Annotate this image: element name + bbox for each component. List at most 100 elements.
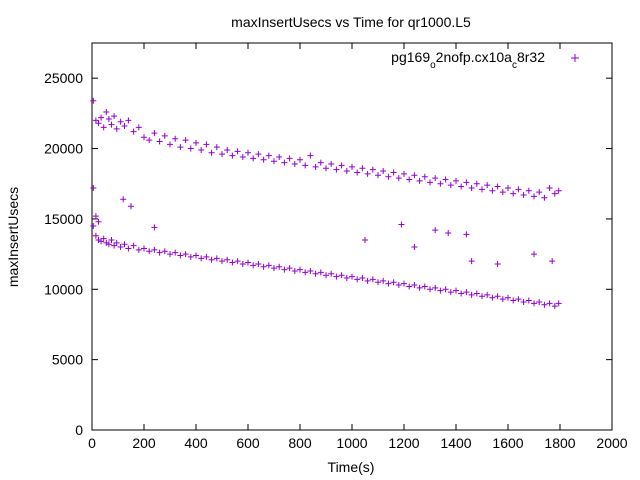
data-point [125, 117, 132, 124]
data-point [546, 300, 553, 307]
data-point [117, 244, 124, 251]
data-point [250, 262, 257, 269]
data-point [130, 128, 137, 135]
data-point [375, 279, 381, 286]
data-point [187, 253, 194, 260]
y-axis-label: maxInsertUsecs [5, 187, 21, 287]
data-point [100, 124, 107, 131]
data-point [167, 141, 173, 148]
data-point [442, 286, 449, 293]
data-point [473, 290, 480, 297]
data-point [193, 139, 199, 146]
data-point [291, 161, 298, 168]
data-point [208, 256, 215, 263]
data-point [359, 275, 366, 282]
data-point [515, 186, 522, 193]
data-point [369, 166, 376, 173]
data-point [416, 284, 423, 291]
data-point [255, 151, 262, 158]
data-point [198, 146, 205, 153]
data-point [113, 125, 120, 132]
data-point [359, 165, 366, 172]
data-point [113, 239, 120, 246]
data-point [103, 108, 110, 115]
data-point [271, 265, 277, 272]
data-point [117, 118, 124, 125]
data-point [411, 282, 418, 289]
data-point [551, 190, 558, 197]
data-point [90, 97, 97, 104]
data-point [401, 170, 407, 177]
data-point [328, 270, 335, 277]
data-point [468, 258, 475, 265]
plot-border [91, 42, 613, 431]
data-point [95, 237, 102, 244]
data-point [416, 177, 423, 184]
data-point [98, 238, 105, 245]
data-point [453, 287, 459, 294]
x-tick-label: 1200 [388, 435, 419, 451]
data-point [531, 251, 537, 258]
data-point [390, 169, 397, 176]
data-point [276, 263, 283, 270]
data-point [494, 260, 501, 267]
data-point [369, 276, 376, 283]
data-point [100, 235, 107, 242]
y-tick-label: 10000 [44, 281, 83, 297]
data-point [187, 145, 194, 152]
data-point [151, 224, 158, 231]
data-point [432, 284, 439, 291]
data-point [317, 159, 324, 166]
data-point [286, 155, 293, 162]
x-tick-label: 0 [88, 435, 96, 451]
data-point [437, 180, 444, 187]
x-tick-label: 1600 [492, 435, 523, 451]
data-point [484, 291, 491, 298]
data-point [505, 184, 511, 191]
data-point [447, 289, 454, 296]
data-point [312, 163, 319, 170]
data-point [135, 124, 142, 131]
data-point [219, 151, 225, 158]
data-point [510, 190, 517, 197]
data-point [297, 156, 303, 163]
data-point [333, 166, 340, 173]
data-points [90, 97, 562, 310]
data-point [536, 189, 543, 196]
data-point [489, 187, 496, 194]
y-tick-label: 0 [75, 422, 83, 438]
x-tick-label: 1000 [336, 435, 367, 451]
data-point [364, 277, 371, 284]
data-point [229, 259, 236, 266]
data-point [265, 152, 272, 159]
data-point [95, 120, 102, 127]
data-point [333, 273, 340, 280]
data-point [146, 137, 153, 144]
legend-label-part: c [512, 60, 517, 71]
data-point [92, 117, 99, 124]
data-point [531, 300, 537, 307]
data-point [271, 158, 277, 165]
data-point [95, 218, 102, 225]
data-point [307, 152, 314, 159]
data-point [385, 280, 392, 287]
data-point [354, 276, 361, 283]
legend-label-part: 2nofp.cx10a [436, 49, 512, 65]
data-point [307, 267, 314, 274]
data-point [520, 298, 527, 305]
x-tick-label: 800 [288, 435, 312, 451]
data-point [551, 303, 558, 310]
data-point [385, 173, 392, 180]
data-point [245, 259, 251, 266]
data-point [499, 189, 506, 196]
data-point [255, 260, 262, 267]
data-point [338, 162, 345, 169]
legend-label: pg169o2nofp.cx10ac8r32 [391, 49, 545, 71]
data-point [380, 277, 387, 284]
data-point [468, 184, 475, 191]
data-point [531, 193, 537, 200]
data-point [92, 232, 99, 239]
axes-frame [91, 42, 613, 431]
data-point [362, 237, 368, 244]
